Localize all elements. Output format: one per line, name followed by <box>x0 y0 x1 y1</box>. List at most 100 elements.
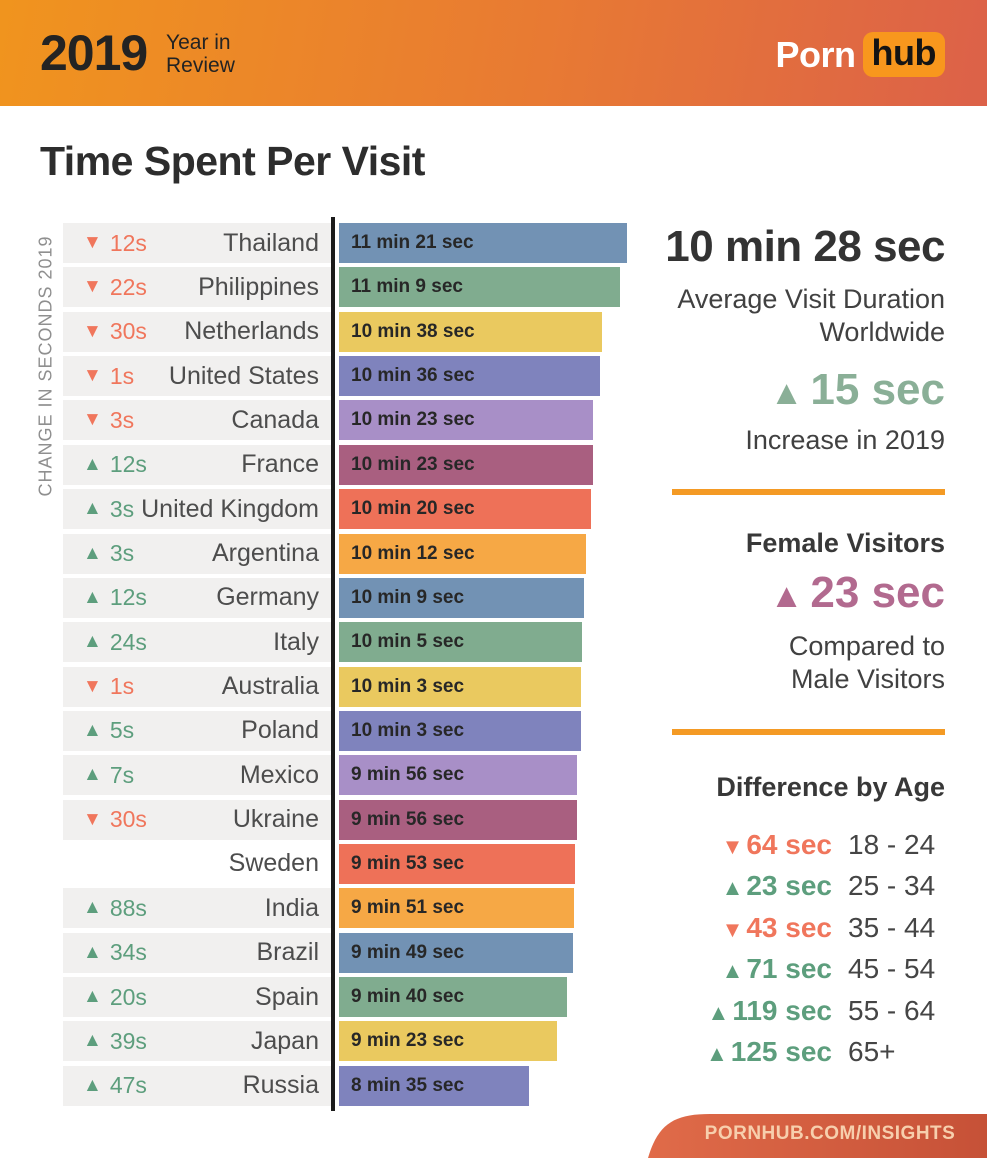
change-value: ▲ 34s <box>83 939 147 966</box>
row-label-card: ▲ 3s United Kingdom <box>63 489 331 530</box>
pornhub-logo: Porn hub <box>776 32 945 77</box>
duration-bar: 9 min 40 sec <box>339 977 567 1017</box>
change-value: ▲ 7s <box>83 761 135 788</box>
down-triangle-icon: ▼ <box>83 808 102 830</box>
change-value: ▼ 22s <box>83 273 147 300</box>
chart-row-france: ▲ 12s France 10 min 23 sec <box>0 444 987 485</box>
duration-bar: 10 min 38 sec <box>339 311 602 352</box>
row-label-card: ▲ 7s Mexico <box>63 755 331 796</box>
duration-bar: 11 min 9 sec <box>339 267 620 308</box>
row-label-card: ▲ 34s Brazil <box>63 932 331 973</box>
row-label-card: Sweden <box>63 843 331 884</box>
chart-row-canada: ▼ 3s Canada 10 min 23 sec <box>0 400 987 441</box>
up-triangle-icon: ▲ <box>706 1041 728 1067</box>
down-triangle-icon: ▼ <box>83 232 102 253</box>
up-triangle-icon: ▲ <box>83 897 102 919</box>
down-triangle-icon: ▼ <box>721 833 744 859</box>
change-value: ▼ 30s <box>83 318 147 345</box>
year-label: 2019 <box>40 25 148 81</box>
age-change-value: ▼ 43 sec <box>721 911 832 943</box>
chart-row-united-kingdom: ▲ 3s United Kingdom 10 min 20 sec <box>0 489 987 530</box>
row-label-card: ▲ 24s Italy <box>63 622 331 663</box>
country-label: Germany <box>216 583 319 612</box>
change-value: ▼ 1s <box>83 673 135 699</box>
row-label-card: ▼ 3s Canada <box>63 400 331 441</box>
country-label: United Kingdom <box>141 494 319 523</box>
country-label: Poland <box>241 716 319 745</box>
duration-bar: 10 min 23 sec <box>339 444 593 485</box>
row-label-card: ▲ 3s Argentina <box>63 533 331 574</box>
up-triangle-icon: ▲ <box>83 719 102 741</box>
change-value: ▲ 3s <box>83 540 135 566</box>
age-difference-row: ▲ 119 sec 55 - 64 <box>660 990 945 1032</box>
increase-value: ▲ 15 sec <box>769 365 945 414</box>
country-label: Philippines <box>198 272 319 301</box>
chart-row-germany: ▲ 12s Germany 10 min 9 sec <box>0 577 987 618</box>
change-value: ▼ 1s <box>83 362 135 389</box>
chart-row-sweden: Sweden 9 min 53 sec <box>0 843 987 884</box>
duration-bar: 10 min 20 sec <box>339 489 591 530</box>
country-label: Japan <box>250 1026 319 1055</box>
change-value: ▲ 24s <box>83 628 147 655</box>
change-value: ▲ 47s <box>83 1072 147 1099</box>
female-visitors-caption: Compared to Male Visitors <box>788 631 945 694</box>
chart-row-thailand: ▼ 12s Thailand 11 min 21 sec <box>0 223 987 263</box>
row-label-card: ▼ 30s Ukraine <box>63 799 331 840</box>
footer-link[interactable]: PORNHUB.COM/INSIGHTS <box>704 1123 956 1144</box>
change-value: ▲ 5s <box>83 717 135 744</box>
change-value: ▲ 88s <box>83 894 147 921</box>
country-label: Brazil <box>256 938 319 967</box>
duration-bar: 9 min 23 sec <box>339 1021 557 1062</box>
country-label: Thailand <box>223 228 319 257</box>
age-change-value: ▲ 119 sec <box>707 994 832 1026</box>
divider <box>672 489 945 495</box>
row-label-card: ▼ 1s United States <box>63 356 331 397</box>
year-in-review-label: Year in Review <box>166 31 235 77</box>
up-triangle-icon: ▲ <box>707 999 730 1025</box>
change-value: ▲ 39s <box>83 1027 147 1054</box>
age-change-value: ▼ 64 sec <box>721 828 832 860</box>
duration-bar: 10 min 36 sec <box>339 356 600 397</box>
female-visitors-value: ▲ 23 sec <box>769 568 945 617</box>
duration-bar: 10 min 5 sec <box>339 622 582 663</box>
chart-row-spain: ▲ 20s Spain 9 min 40 sec <box>0 977 987 1017</box>
age-range-label: 55 - 64 <box>848 994 936 1026</box>
country-label: Spain <box>255 982 319 1011</box>
header-banner: 2019 Year in Review Porn hub <box>0 0 987 106</box>
chart-row-india: ▲ 88s India 9 min 51 sec <box>0 888 987 929</box>
duration-bar: 9 min 53 sec <box>339 843 575 884</box>
increase-caption: Increase in 2019 <box>745 425 945 455</box>
age-change-value: ▲ 71 sec <box>721 953 832 985</box>
change-value: ▲ 20s <box>83 983 147 1010</box>
down-triangle-icon: ▼ <box>83 675 102 697</box>
age-range-label: 45 - 54 <box>848 953 936 985</box>
divider <box>672 729 945 735</box>
country-label: United States <box>168 361 319 390</box>
up-triangle-icon: ▲ <box>769 577 804 615</box>
change-value: ▲ 12s <box>83 451 147 478</box>
duration-bar: 10 min 9 sec <box>339 577 584 618</box>
row-label-card: ▼ 1s Australia <box>63 666 331 707</box>
down-triangle-icon: ▼ <box>83 409 102 431</box>
change-value: ▲ 12s <box>83 584 147 611</box>
country-label: India <box>264 893 319 922</box>
chart-row-brazil: ▲ 34s Brazil 9 min 49 sec <box>0 932 987 973</box>
country-label: France <box>241 450 319 479</box>
age-difference-row: ▲ 23 sec 25 - 34 <box>660 866 945 908</box>
duration-bar: 9 min 56 sec <box>339 799 577 840</box>
country-label: Australia <box>221 672 319 700</box>
chart-row-russia: ▲ 47s Russia 8 min 35 sec <box>0 1065 987 1106</box>
country-label: Ukraine <box>232 805 319 834</box>
chart-row-netherlands: ▼ 30s Netherlands 10 min 38 sec <box>0 311 987 352</box>
age-range-label: 18 - 24 <box>848 828 936 860</box>
country-label: Argentina <box>211 539 319 567</box>
up-triangle-icon: ▲ <box>83 453 102 475</box>
up-triangle-icon: ▲ <box>83 764 102 786</box>
duration-bar: 10 min 3 sec <box>339 666 581 707</box>
row-label-card: ▲ 20s Spain <box>63 977 331 1017</box>
chart-row-japan: ▲ 39s Japan 9 min 23 sec <box>0 1021 987 1062</box>
row-label-card: ▲ 5s Poland <box>63 710 331 751</box>
down-triangle-icon: ▼ <box>83 276 102 298</box>
chart-row-united-states: ▼ 1s United States 10 min 36 sec <box>0 356 987 397</box>
age-difference-list: ▼ 64 sec 18 - 24 ▲ 23 sec 25 - 34 ▼ 43 sec 35 - … <box>660 824 945 1073</box>
